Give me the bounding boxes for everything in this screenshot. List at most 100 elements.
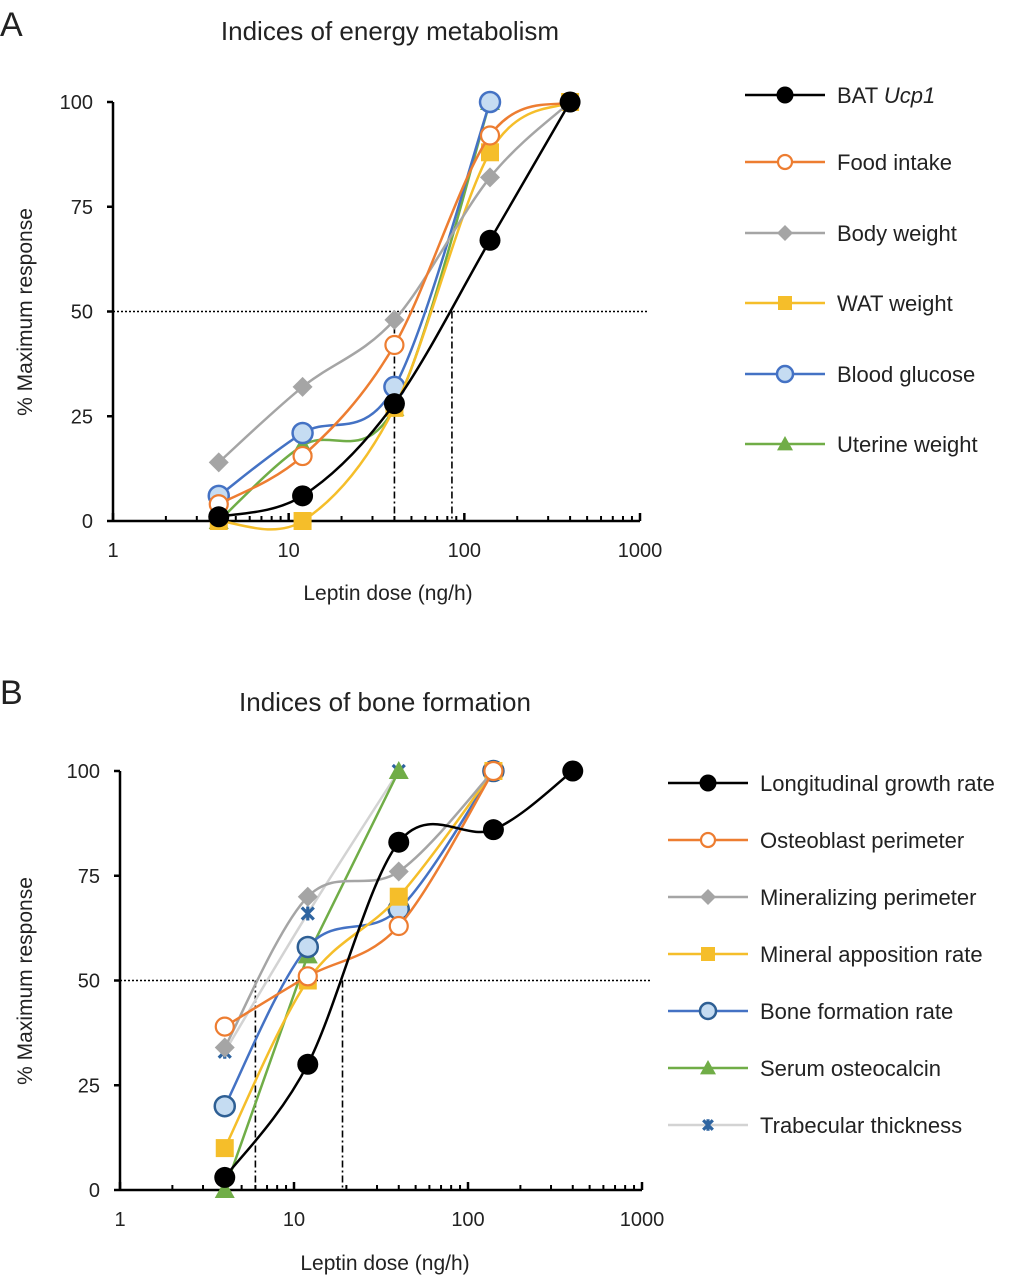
x-tick-label: 1000 [620,1209,665,1231]
diamond-marker [297,886,318,907]
x-axis-label: Leptin dose (ng/h) [303,582,472,605]
triangle-marker [777,436,793,451]
triangle-marker [700,1060,716,1075]
legend-item: Trabecular thickness [668,1113,962,1138]
filled-circle-marker [776,86,794,104]
x-tick-label: 1 [114,1209,125,1231]
legend-label-text: Uterine weight [837,432,978,457]
open-circle-marker [776,153,794,171]
x-tick-label: 1 [107,540,118,562]
triangle-marker [214,1180,235,1198]
series-line [223,770,495,1149]
legend-label: Osteoblast perimeter [760,828,964,853]
diamond-marker [700,889,716,905]
filled-circle-marker [388,831,410,853]
y-axis-label: % Maximum response [14,877,37,1085]
legend-label: Uterine weight [837,432,978,457]
open-circle-marker [479,125,501,146]
legend-item: Longitudinal growth rate [668,771,995,796]
square-marker [778,296,792,310]
x-tick-label: 100 [451,1209,484,1231]
series-group [213,759,584,1198]
diamond-marker [214,1037,235,1058]
legend-label: Bone formation rate [760,999,953,1024]
legend-label: Trabecular thickness [760,1113,962,1138]
chart-title: Indices of bone formation [239,687,531,717]
light-circle-marker [291,421,314,445]
y-axis-label: % Maximum response [14,208,37,416]
open-circle-marker [384,334,405,356]
legend-label-text: Trabecular thickness [760,1113,962,1138]
filled-circle-marker [297,1053,319,1075]
legend-item: BAT Ucp1 [745,83,935,108]
diamond-marker [208,452,229,473]
legend-label: WAT weight [837,291,953,316]
legend-label: Body weight [837,221,957,246]
legend-label-text: Osteoblast perimeter [760,828,964,853]
legend-label-text: Longitudinal growth rate [760,771,995,796]
legend-item: Blood glucose [745,362,975,387]
series-line [223,769,574,1179]
panel-b: B Indices of bone formation Leptin dose (n… [0,674,995,1275]
legend-label: Food intake [837,150,952,175]
y-tick-label: 75 [71,197,93,219]
legend-label-text: Bone formation rate [760,999,953,1024]
open-circle-marker [388,915,409,937]
diamond-marker [777,225,793,241]
legend-item: Osteoblast perimeter [668,828,964,853]
filled-circle-marker [383,393,405,415]
light-circle-marker [478,90,502,114]
triangle-marker [388,761,409,779]
panel-a: A Indices of energy metabolism Leptin dose… [0,6,978,605]
light-circle-marker [775,364,795,384]
legend-item: Uterine weight [745,432,978,457]
square-marker [701,947,715,961]
legend-label: Serum osteocalcin [760,1056,941,1081]
x-marker [300,906,315,921]
legend-label-text: Food intake [837,150,952,175]
legend-label-text: Blood glucose [837,362,975,387]
legend-item: Mineral apposition rate [668,942,983,967]
legend-label-text: WAT weight [837,291,953,316]
legend-label-italic: Ucp1 [884,83,935,108]
series-line [217,101,492,522]
x-tick-label: 100 [448,540,481,562]
open-circle-marker [483,760,504,782]
y-tick-label: 75 [78,866,100,888]
legend-label-text: Body weight [837,221,957,246]
x-tick-label: 10 [283,1209,305,1231]
diamond-marker [388,861,409,882]
legend-label: Mineralizing perimeter [760,885,976,910]
legend-item: Mineralizing perimeter [668,885,976,910]
y-tick-label: 100 [67,761,100,783]
open-circle-marker [292,445,313,467]
legend-label: Blood glucose [837,362,975,387]
panel-label: B [0,674,23,712]
filled-circle-marker [559,91,581,113]
y-tick-label: 50 [78,971,100,993]
legend-item: WAT weight [745,291,953,316]
open-circle-marker [297,966,318,987]
y-tick-label: 50 [71,302,93,324]
square-marker [293,512,312,530]
legend-item: Body weight [745,221,957,246]
legend-item: Bone formation rate [668,999,953,1024]
y-tick-label: 0 [89,1180,100,1202]
filled-circle-marker [479,229,501,251]
x-axis-label: Leptin dose (ng/h) [300,1252,469,1275]
light-circle-dark-marker [698,1001,718,1021]
y-tick-label: 100 [60,92,93,114]
legend-item: Food intake [745,150,952,175]
x-marker [702,1119,714,1131]
legend-label: BAT Ucp1 [837,83,935,108]
open-circle-marker [214,1016,235,1037]
filled-circle-marker [562,760,584,782]
y-tick-label: 25 [71,406,93,428]
open-circle-marker [699,831,717,849]
series-line [218,100,571,506]
series-line [223,770,495,1107]
square-marker [215,1139,234,1158]
series-line [218,101,572,519]
legend-label-text: Mineralizing perimeter [760,885,976,910]
